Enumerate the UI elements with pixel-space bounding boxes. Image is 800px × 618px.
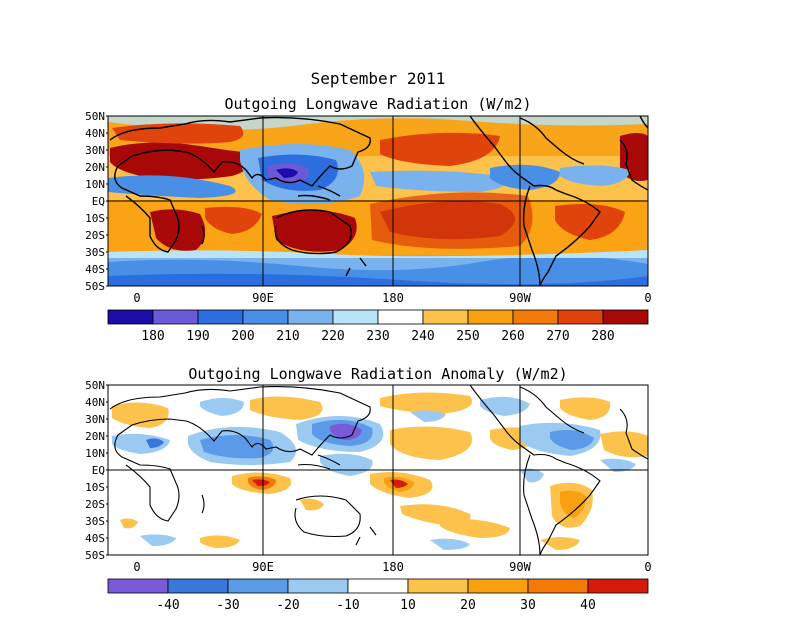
lat-label: 50N [85, 110, 105, 123]
colorbar-label: 40 [580, 598, 596, 613]
colorbar-swatch [152, 309, 199, 325]
colorbar-label: -30 [216, 598, 239, 613]
colorbar-swatch [107, 578, 169, 594]
top-panel-title: Outgoing Longwave Radiation (W/m2) [224, 95, 531, 113]
lon-label: 0 [133, 560, 140, 574]
lon-label: 0 [644, 560, 651, 574]
colorbar-label: 20 [460, 598, 476, 613]
bottom-panel-map [107, 384, 649, 556]
lat-label: 20S [85, 498, 105, 511]
colorbar-label: 240 [411, 329, 434, 344]
colorbar-swatch [377, 309, 424, 325]
lat-label: 20S [85, 229, 105, 242]
bottom-lat-axis: 50N 40N 30N 20N 10N EQ 10S 20S 30S 40S 50S [85, 379, 108, 562]
colorbar-label: 280 [591, 329, 614, 344]
lat-label: 10N [85, 447, 105, 460]
colorbar-swatch [107, 309, 154, 325]
top-lon-axis: 0 90E 180 90W 0 [133, 291, 651, 305]
colorbar-label: 30 [520, 598, 536, 613]
colorbar-label: 260 [501, 329, 524, 344]
colorbar-label: 210 [276, 329, 299, 344]
colorbar-swatch [422, 309, 469, 325]
colorbar-swatch [602, 309, 649, 325]
colorbar-label: 270 [546, 329, 569, 344]
colorbar-swatch [242, 309, 289, 325]
lon-label: 90W [509, 291, 531, 305]
lat-label: 10S [85, 481, 105, 494]
lat-label: 40S [85, 532, 105, 545]
colorbar-swatch [287, 578, 349, 594]
lon-label: 0 [644, 291, 651, 305]
lat-label: 20N [85, 430, 105, 443]
lat-label: 50S [85, 549, 105, 562]
colorbar-swatch [287, 309, 334, 325]
top-lat-axis: 50N 40N 30N 20N 10N EQ 10S 20S 30S 40S 50S [85, 110, 108, 293]
lat-label: 30S [85, 515, 105, 528]
top-colorbar: 180 190 200 210 220 230 240 250 260 270 280 [107, 309, 649, 344]
lat-label: 50S [85, 280, 105, 293]
lat-label: 40N [85, 127, 105, 140]
lat-label: EQ [92, 464, 105, 477]
colorbar-swatch [197, 309, 244, 325]
lat-label: 40N [85, 396, 105, 409]
colorbar-swatch [527, 578, 589, 594]
main-title: September 2011 [311, 69, 446, 88]
lon-label: 180 [382, 560, 404, 574]
colorbar-swatch [407, 578, 469, 594]
top-coastlines [109, 116, 648, 286]
colorbar-label: 250 [456, 329, 479, 344]
colorbar-swatch [332, 309, 379, 325]
colorbar-swatch [347, 578, 409, 594]
lon-label: 180 [382, 291, 404, 305]
colorbar-label: 220 [321, 329, 344, 344]
colorbar-swatch [167, 578, 229, 594]
colorbar-label: -10 [336, 598, 359, 613]
lat-label: 30S [85, 246, 105, 259]
lon-label: 90E [252, 560, 274, 574]
bottom-colorbar: -40 -30 -20 -10 10 20 30 40 [107, 578, 649, 613]
bottom-coastlines [109, 385, 648, 555]
lat-label: 30N [85, 413, 105, 426]
lat-label: 30N [85, 144, 105, 157]
colorbar-swatch [467, 309, 514, 325]
bottom-lon-axis: 0 90E 180 90W 0 [133, 560, 651, 574]
colorbar-label: 190 [186, 329, 209, 344]
colorbar-swatch [227, 578, 289, 594]
lat-label: 10N [85, 178, 105, 191]
colorbar-swatch [587, 578, 649, 594]
colorbar-label: 10 [400, 598, 416, 613]
lat-label: 40S [85, 263, 105, 276]
top-panel-map [107, 115, 649, 287]
colorbar-swatch [557, 309, 604, 325]
bottom-panel-title: Outgoing Longwave Radiation Anomaly (W/m… [188, 365, 567, 383]
lon-label: 90E [252, 291, 274, 305]
lat-label: 20N [85, 161, 105, 174]
colorbar-label: 180 [141, 329, 164, 344]
colorbar-swatch [467, 578, 529, 594]
lat-label: EQ [92, 195, 105, 208]
colorbar-label: -20 [276, 598, 299, 613]
lat-label: 50N [85, 379, 105, 392]
lon-label: 0 [133, 291, 140, 305]
lat-label: 10S [85, 212, 105, 225]
colorbar-label: -40 [156, 598, 179, 613]
lon-label: 90W [509, 560, 531, 574]
colorbar-label: 230 [366, 329, 389, 344]
colorbar-label: 200 [231, 329, 254, 344]
colorbar-swatch [512, 309, 559, 325]
